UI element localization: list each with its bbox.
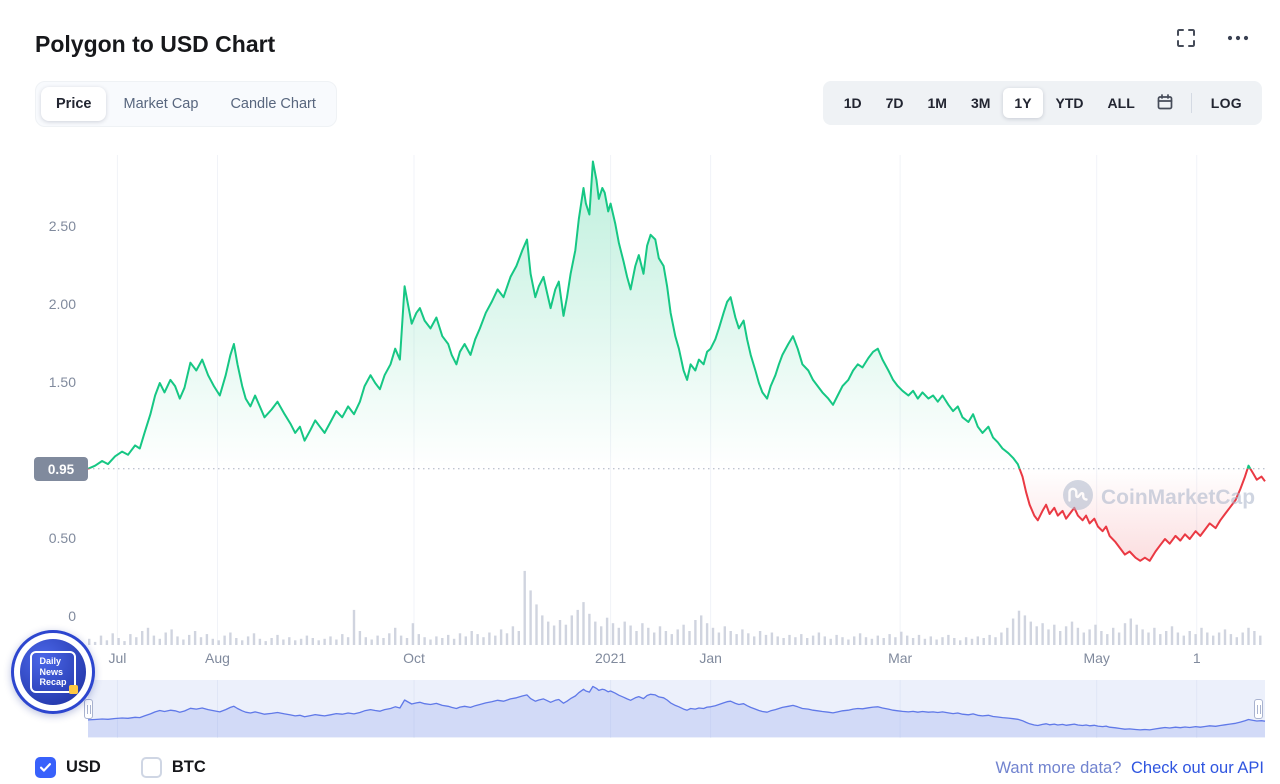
news-line-1: Daily xyxy=(39,656,61,667)
range-selector: 1D 7D 1M 3M 1Y YTD ALL LOG xyxy=(822,81,1262,125)
page-title: Polygon to USD Chart xyxy=(35,31,276,58)
calendar-icon xyxy=(1156,93,1174,114)
navigator-left-handle[interactable] xyxy=(84,699,93,719)
log-scale-button[interactable]: LOG xyxy=(1201,88,1252,118)
fullscreen-button[interactable] xyxy=(1172,24,1200,55)
range-buttons: 1D 7D 1M 3M 1Y YTD ALL xyxy=(833,88,1146,118)
btc-label: BTC xyxy=(171,758,206,776)
chart-type-tabs: Price Market Cap Candle Chart xyxy=(35,81,337,127)
ellipsis-icon xyxy=(1226,35,1250,51)
divider xyxy=(1190,93,1192,113)
navigator-right-handle[interactable] xyxy=(1254,699,1263,719)
api-promo: Want more data? Check out our API xyxy=(995,759,1264,778)
range-7d[interactable]: 7D xyxy=(875,88,915,118)
current-price-badge: 0.95 xyxy=(34,457,88,481)
api-promo-text: Want more data? xyxy=(995,759,1122,777)
btc-toggle[interactable]: BTC xyxy=(140,757,206,778)
range-1y[interactable]: 1Y xyxy=(1003,88,1043,118)
range-all[interactable]: ALL xyxy=(1097,88,1146,118)
tab-market-cap[interactable]: Market Cap xyxy=(108,87,213,121)
more-options-button[interactable] xyxy=(1222,24,1254,55)
usd-toggle[interactable]: USD xyxy=(35,757,101,778)
currency-toggles: USD BTC xyxy=(35,757,206,778)
btc-checkbox[interactable] xyxy=(140,757,162,778)
range-1m[interactable]: 1M xyxy=(917,88,958,118)
calendar-button[interactable] xyxy=(1148,88,1182,119)
range-3m[interactable]: 3M xyxy=(960,88,1001,118)
news-badge-text: Daily News Recap xyxy=(30,651,78,694)
news-badge-accent xyxy=(68,684,78,694)
price-chart[interactable] xyxy=(0,140,1280,660)
news-badge-inner: Daily News Recap xyxy=(20,639,86,705)
news-line-3: Recap xyxy=(39,677,67,688)
tab-candle-chart[interactable]: Candle Chart xyxy=(215,87,330,121)
tab-price[interactable]: Price xyxy=(41,87,107,121)
usd-checkbox[interactable] xyxy=(35,757,56,778)
range-1d[interactable]: 1D xyxy=(833,88,873,118)
chart-navigator[interactable] xyxy=(0,680,1280,738)
api-link[interactable]: Check out our API xyxy=(1131,759,1264,777)
daily-news-recap-widget[interactable]: Daily News Recap xyxy=(11,630,95,714)
fullscreen-icon xyxy=(1176,29,1196,51)
usd-label: USD xyxy=(66,758,101,776)
range-ytd[interactable]: YTD xyxy=(1045,88,1095,118)
news-line-2: News xyxy=(39,666,63,677)
